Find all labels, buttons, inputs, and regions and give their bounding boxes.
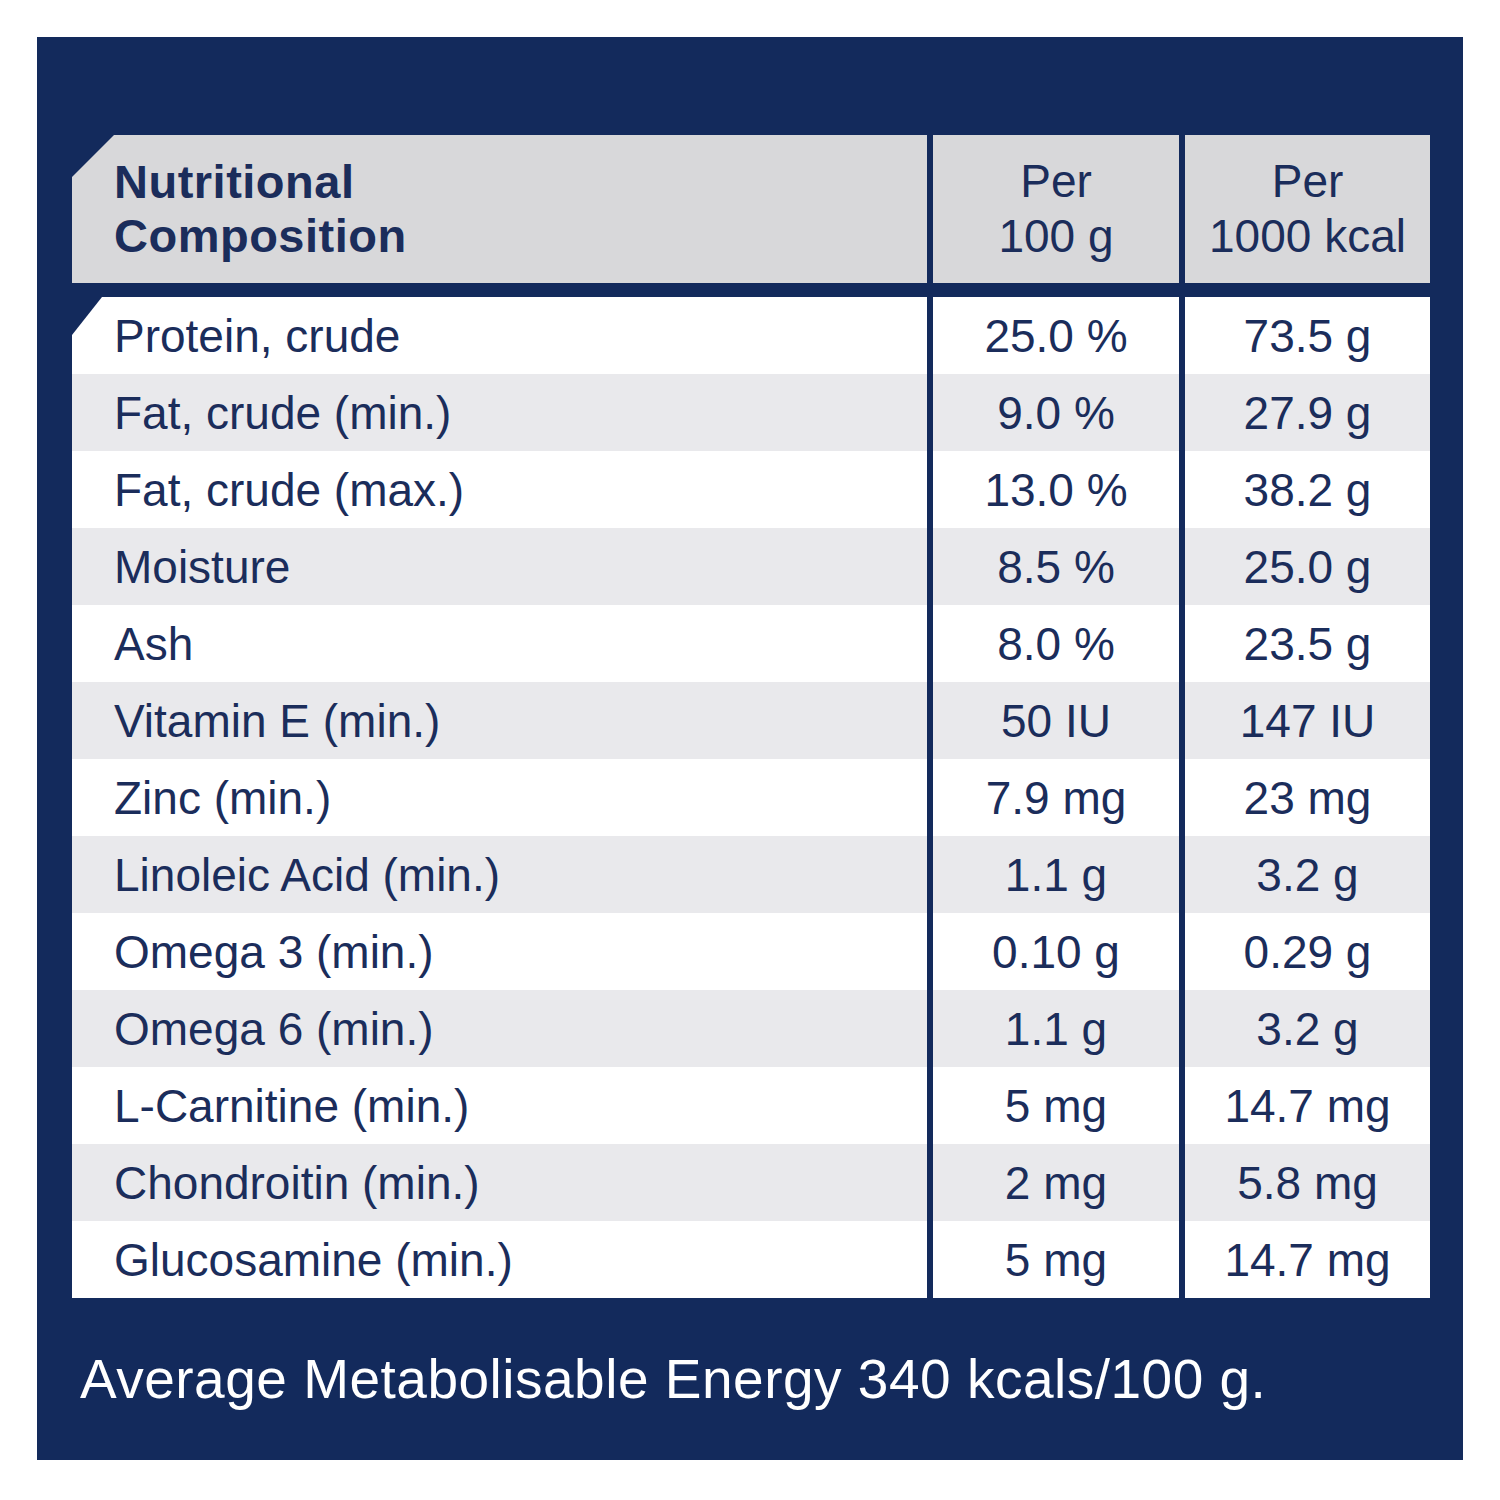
- row-value-per-100g: 0.10 g: [933, 913, 1179, 990]
- nutrition-panel: Nutritional Composition Per 100 g Per 10…: [37, 37, 1463, 1460]
- column-header-per-100g: Per 100 g: [933, 135, 1179, 283]
- row-value-per-100g: 5 mg: [933, 1221, 1179, 1298]
- average-metabolisable-energy-text: Average Metabolisable Energy 340 kcals/1…: [80, 1347, 1266, 1411]
- row-label: Fat, crude (max.): [72, 451, 927, 528]
- row-value-per-1000kcal: 3.2 g: [1185, 990, 1430, 1067]
- row-label: Linoleic Acid (min.): [72, 836, 927, 913]
- row-value-per-1000kcal: 73.5 g: [1185, 297, 1430, 374]
- nutrition-label-page: Nutritional Composition Per 100 g Per 10…: [0, 0, 1500, 1500]
- row-value-per-1000kcal: 23.5 g: [1185, 605, 1430, 682]
- table-title: Nutritional Composition: [72, 135, 927, 283]
- column-header-per-1000kcal: Per 1000 kcal: [1185, 135, 1430, 283]
- row-label: L-Carnitine (min.): [72, 1067, 927, 1144]
- row-value-per-100g: 50 IU: [933, 682, 1179, 759]
- row-value-per-100g: 13.0 %: [933, 451, 1179, 528]
- column-header-per-1000kcal-line2: 1000 kcal: [1209, 209, 1406, 264]
- row-value-per-100g: 2 mg: [933, 1144, 1179, 1221]
- column-header-per-100g-line1: Per: [1020, 154, 1092, 209]
- column-header-per-1000kcal-line1: Per: [1272, 154, 1344, 209]
- row-label: Chondroitin (min.): [72, 1144, 927, 1221]
- row-value-per-1000kcal: 0.29 g: [1185, 913, 1430, 990]
- row-value-per-100g: 9.0 %: [933, 374, 1179, 451]
- row-value-per-1000kcal: 38.2 g: [1185, 451, 1430, 528]
- row-value-per-1000kcal: 27.9 g: [1185, 374, 1430, 451]
- row-value-per-1000kcal: 23 mg: [1185, 759, 1430, 836]
- row-value-per-100g: 7.9 mg: [933, 759, 1179, 836]
- table-header: Nutritional Composition Per 100 g Per 10…: [72, 135, 1430, 283]
- row-value-per-1000kcal: 147 IU: [1185, 682, 1430, 759]
- row-value-per-1000kcal: 14.7 mg: [1185, 1221, 1430, 1298]
- table-title-line1: Nutritional: [114, 155, 927, 209]
- row-value-per-1000kcal: 5.8 mg: [1185, 1144, 1430, 1221]
- row-label: Protein, crude: [72, 297, 927, 374]
- row-value-per-100g: 8.5 %: [933, 528, 1179, 605]
- row-label: Zinc (min.): [72, 759, 927, 836]
- row-value-per-100g: 1.1 g: [933, 836, 1179, 913]
- row-label: Vitamin E (min.): [72, 682, 927, 759]
- row-label: Ash: [72, 605, 927, 682]
- row-value-per-100g: 25.0 %: [933, 297, 1179, 374]
- row-value-per-1000kcal: 14.7 mg: [1185, 1067, 1430, 1144]
- row-label: Omega 6 (min.): [72, 990, 927, 1067]
- table-body: Protein, crude 25.0 % 73.5 g Fat, crude …: [72, 297, 1430, 1298]
- row-value-per-100g: 5 mg: [933, 1067, 1179, 1144]
- row-value-per-100g: 8.0 %: [933, 605, 1179, 682]
- row-value-per-1000kcal: 25.0 g: [1185, 528, 1430, 605]
- row-label: Moisture: [72, 528, 927, 605]
- row-value-per-1000kcal: 3.2 g: [1185, 836, 1430, 913]
- table-title-line2: Composition: [114, 209, 927, 263]
- row-label: Omega 3 (min.): [72, 913, 927, 990]
- row-label: Glucosamine (min.): [72, 1221, 927, 1298]
- row-value-per-100g: 1.1 g: [933, 990, 1179, 1067]
- row-label: Fat, crude (min.): [72, 374, 927, 451]
- footer-strip: Average Metabolisable Energy 340 kcals/1…: [80, 1298, 1430, 1460]
- column-header-per-100g-line2: 100 g: [998, 209, 1113, 264]
